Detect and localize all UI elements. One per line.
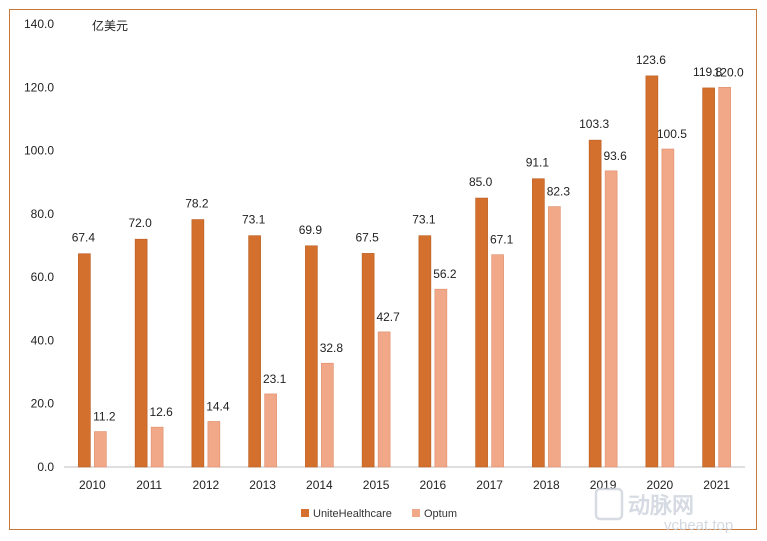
bar-unitehealthcare-2012 <box>191 219 205 468</box>
y-tick-label: 120.0 <box>24 80 54 94</box>
x-tick-label: 2014 <box>306 478 333 492</box>
bar-unitehealthcare-2016 <box>418 235 432 468</box>
data-label-optum-2016: 56.2 <box>433 267 457 281</box>
data-label-optum-2012: 14.4 <box>206 399 230 413</box>
bar-optum-2019 <box>604 170 618 468</box>
bars-layer <box>78 75 731 468</box>
bar-optum-2016 <box>434 288 448 468</box>
y-tick-label: 80.0 <box>31 207 55 221</box>
x-tick-label: 2010 <box>79 478 106 492</box>
data-label-unitehealthcare-2018: 91.1 <box>526 156 550 170</box>
legend-label-unitehealthcare: UniteHealthcare <box>313 508 392 520</box>
watermark-sub: vcbeat.top <box>664 517 733 534</box>
bar-optum-2017 <box>491 254 504 468</box>
data-label-optum-2018: 82.3 <box>547 185 571 199</box>
data-label-unitehealthcare-2013: 73.1 <box>242 213 266 227</box>
y-tick-label: 100.0 <box>24 144 54 158</box>
x-tick-label: 2018 <box>533 478 560 492</box>
y-tick-label: 20.0 <box>31 397 55 411</box>
bar-optum-2018 <box>548 206 561 468</box>
data-label-optum-2021: 120.0 <box>714 65 744 79</box>
bar-unitehealthcare-2021 <box>702 87 715 468</box>
data-labels-layer: 67.4 11.2 72.0 12.6 78.2 14.4 73.1 23.1 69.9 32.8… <box>72 53 744 424</box>
data-label-unitehealthcare-2016: 73.1 <box>412 213 436 227</box>
bar-optum-2012 <box>207 421 221 468</box>
bar-unitehealthcare-2020 <box>645 75 659 468</box>
bar-unitehealthcare-2011 <box>134 238 148 468</box>
y-tick-label: 140.0 <box>24 17 54 31</box>
bar-optum-2020 <box>661 148 675 468</box>
data-label-unitehealthcare-2021: 119.8 <box>693 65 722 79</box>
x-tick-label: 2015 <box>363 478 390 492</box>
data-label-optum-2013: 23.1 <box>263 372 287 386</box>
bar-unitehealthcare-2017 <box>475 197 488 468</box>
data-label-unitehealthcare-2017: 85.0 <box>469 175 493 189</box>
y-tick-label: 60.0 <box>31 270 55 284</box>
data-label-unitehealthcare-2020: 123.6 <box>636 53 666 67</box>
y-tick-label: 0.0 <box>37 460 54 474</box>
bar-unitehealthcare-2015 <box>361 253 375 468</box>
legend-label-optum: Optum <box>424 508 457 520</box>
data-label-optum-2020: 100.5 <box>657 127 687 141</box>
x-tick-label: 2012 <box>193 478 220 492</box>
data-label-unitehealthcare-2015: 67.5 <box>355 230 379 244</box>
bar-optum-2013 <box>264 393 277 468</box>
bar-optum-2015 <box>377 331 391 468</box>
legend: UniteHealthcare Optum <box>301 508 457 520</box>
watermark: 动脉网 vcbeat.top <box>594 487 733 534</box>
bar-unitehealthcare-2013 <box>248 235 261 468</box>
bar-optum-2011 <box>150 426 164 468</box>
data-label-optum-2019: 93.6 <box>603 149 627 163</box>
bar-unitehealthcare-2018 <box>532 178 545 468</box>
data-label-optum-2010: 11.2 <box>93 410 116 424</box>
data-label-optum-2017: 67.1 <box>490 233 514 247</box>
watermark-text: 动脉网 <box>628 494 694 519</box>
legend-swatch-optum <box>412 509 420 517</box>
x-tick-label: 2021 <box>703 478 730 492</box>
data-label-optum-2015: 42.7 <box>376 310 400 324</box>
watermark-logo-icon <box>594 487 624 521</box>
bar-optum-2021 <box>718 86 731 468</box>
bar-optum-2014 <box>321 362 334 468</box>
bar-optum-2010 <box>94 431 107 468</box>
y-tick-label: 40.0 <box>31 333 55 347</box>
x-tick-label: 2017 <box>476 478 503 492</box>
bar-unitehealthcare-2010 <box>78 253 91 468</box>
data-label-unitehealthcare-2014: 69.9 <box>299 223 323 237</box>
legend-swatch-unitehealthcare <box>301 509 309 517</box>
axis-layer: 0.0 20.0 40.0 60.0 80.0 100.0 120.0 140.0 2010 20… <box>24 17 745 492</box>
data-label-optum-2011: 12.6 <box>149 405 173 419</box>
data-label-unitehealthcare-2011: 72.0 <box>128 216 152 230</box>
data-label-optum-2014: 32.8 <box>320 341 344 355</box>
x-tick-label: 2016 <box>420 478 447 492</box>
bar-unitehealthcare-2019 <box>588 139 602 468</box>
y-axis-unit-label: 亿美元 <box>92 18 128 33</box>
bar-unitehealthcare-2014 <box>305 245 318 468</box>
x-tick-label: 2011 <box>136 478 162 492</box>
data-label-unitehealthcare-2012: 78.2 <box>185 197 209 211</box>
x-tick-label: 2013 <box>249 478 276 492</box>
x-tick-label: 2020 <box>647 478 674 492</box>
data-label-unitehealthcare-2019: 103.3 <box>579 117 609 131</box>
data-label-unitehealthcare-2010: 67.4 <box>72 231 96 245</box>
